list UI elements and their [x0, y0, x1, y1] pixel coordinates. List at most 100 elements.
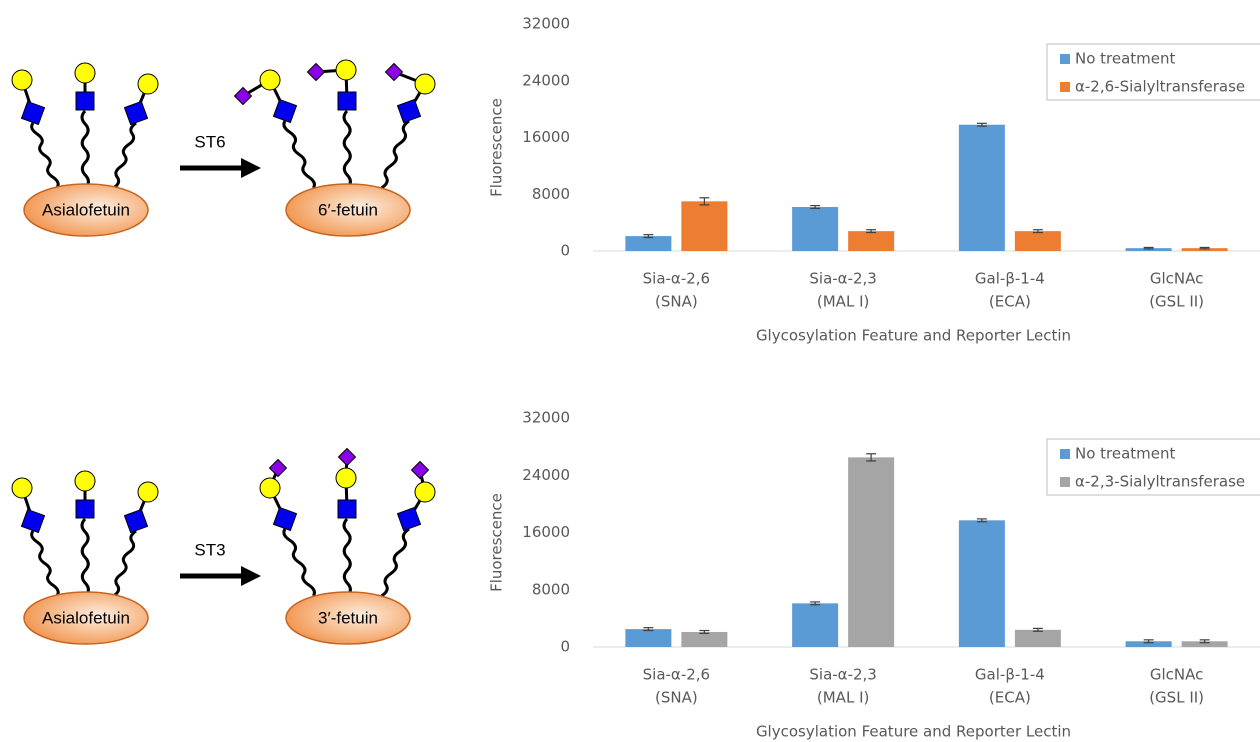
protein-label: Asialofetuin	[42, 200, 130, 219]
y-axis-title: Fluorescence	[488, 98, 506, 197]
bar	[792, 603, 838, 647]
glcnac	[273, 507, 296, 530]
glcnac	[21, 101, 44, 124]
bar	[1015, 630, 1061, 647]
bar	[848, 457, 894, 647]
x-tick-label: Sia-α-2,3	[809, 666, 876, 684]
galactose	[336, 468, 356, 488]
bar	[959, 125, 1005, 251]
legend-swatch	[1060, 82, 1070, 92]
glcnac	[397, 99, 420, 122]
y-tick-label: 24000	[522, 71, 570, 89]
x-tick-label: (SNA)	[655, 689, 698, 707]
galactose	[75, 63, 95, 83]
x-tick-label: Sia-α-2,6	[643, 666, 710, 684]
x-tick-label: GlcNAc	[1150, 270, 1204, 288]
legend-label: No treatment	[1075, 50, 1176, 68]
glycan-stalk	[114, 531, 137, 596]
y-tick-label: 24000	[522, 466, 570, 484]
protein-label: Asialofetuin	[42, 608, 130, 627]
galactose	[12, 478, 32, 498]
x-tick-label: (ECA)	[989, 689, 1031, 707]
y-axis-title: Fluorescence	[488, 493, 506, 592]
glycan-stalk	[82, 111, 88, 188]
bar	[848, 231, 894, 251]
legend-label: No treatment	[1075, 445, 1176, 463]
bar	[625, 629, 671, 647]
glycan-stalk	[32, 531, 59, 596]
glcnac	[397, 507, 420, 530]
x-tick-label: Sia-α-2,3	[809, 270, 876, 288]
x-tick-label: (MAL I)	[817, 689, 869, 707]
galactose	[75, 471, 95, 491]
enzyme-label: ST3	[194, 540, 225, 559]
bar	[959, 520, 1005, 647]
bar	[681, 201, 727, 251]
x-tick-label: Gal-β-1-4	[975, 666, 1045, 684]
page: {"diagrams": [ {"substrate": "Asialofetu…	[0, 0, 1260, 742]
glcnac	[273, 99, 296, 122]
legend-label: α-2,6-Sialyltransferase	[1075, 78, 1245, 96]
galactose	[138, 482, 158, 502]
glycan-stalk	[382, 529, 409, 596]
x-tick-label: (MAL I)	[817, 293, 869, 311]
y-tick-label: 0	[560, 638, 570, 656]
galactose	[415, 74, 435, 94]
y-tick-label: 32000	[522, 409, 570, 427]
sialic-acid	[412, 462, 429, 479]
galactose	[336, 60, 356, 80]
glcnac	[76, 500, 94, 518]
galactose	[260, 478, 280, 498]
x-axis-title: Glycosylation Feature and Reporter Lecti…	[756, 327, 1071, 345]
x-tick-label: (ECA)	[989, 293, 1031, 311]
sialic-acid	[235, 88, 252, 105]
bar	[1015, 231, 1061, 251]
enzyme-label: ST6	[194, 132, 225, 151]
y-tick-label: 8000	[532, 185, 570, 203]
galactose	[138, 74, 158, 94]
bar	[792, 207, 838, 251]
bar	[681, 632, 727, 647]
galactose	[260, 70, 280, 90]
bar	[625, 236, 671, 251]
sialic-acid	[270, 460, 287, 477]
glcnac	[76, 92, 94, 110]
figure: Asialofetuin 6′-fetuin ST6 Asialofetuin 3′-f…	[0, 0, 1260, 742]
sialic-acid	[386, 64, 403, 81]
glycan-stalk	[284, 529, 315, 596]
glycan-stalk	[82, 519, 88, 596]
glcnac	[21, 509, 44, 532]
y-tick-label: 8000	[532, 580, 570, 598]
glycan-stalk	[32, 123, 59, 188]
y-tick-label: 32000	[522, 15, 570, 33]
glcnac	[124, 509, 147, 532]
glycan-stalk	[344, 111, 350, 188]
legend-swatch	[1060, 54, 1070, 64]
glcnac	[124, 101, 147, 124]
protein-label: 3′-fetuin	[318, 608, 378, 627]
x-axis-title: Glycosylation Feature and Reporter Lecti…	[756, 723, 1071, 741]
x-tick-label: (SNA)	[655, 293, 698, 311]
y-tick-label: 0	[560, 242, 570, 260]
protein-label: 6′-fetuin	[318, 200, 378, 219]
glycan-stalk	[382, 121, 409, 188]
x-tick-label: (GSL II)	[1149, 689, 1204, 707]
glcnac	[338, 500, 356, 518]
sialic-acid	[308, 64, 325, 81]
x-tick-label: GlcNAc	[1150, 666, 1204, 684]
glycan-stalk	[284, 121, 315, 188]
x-tick-label: (GSL II)	[1149, 293, 1204, 311]
galactose	[415, 482, 435, 502]
legend-swatch	[1060, 449, 1070, 459]
x-tick-label: Gal-β-1-4	[975, 270, 1045, 288]
x-tick-label: Sia-α-2,6	[643, 270, 710, 288]
legend-swatch	[1060, 477, 1070, 487]
glycan-stalk	[114, 123, 137, 188]
legend-label: α-2,3-Sialyltransferase	[1075, 473, 1245, 491]
y-tick-label: 16000	[522, 128, 570, 146]
y-tick-label: 16000	[522, 523, 570, 541]
sialic-acid	[339, 449, 356, 466]
glycan-stalk	[344, 519, 350, 596]
galactose	[12, 70, 32, 90]
glcnac	[338, 92, 356, 110]
